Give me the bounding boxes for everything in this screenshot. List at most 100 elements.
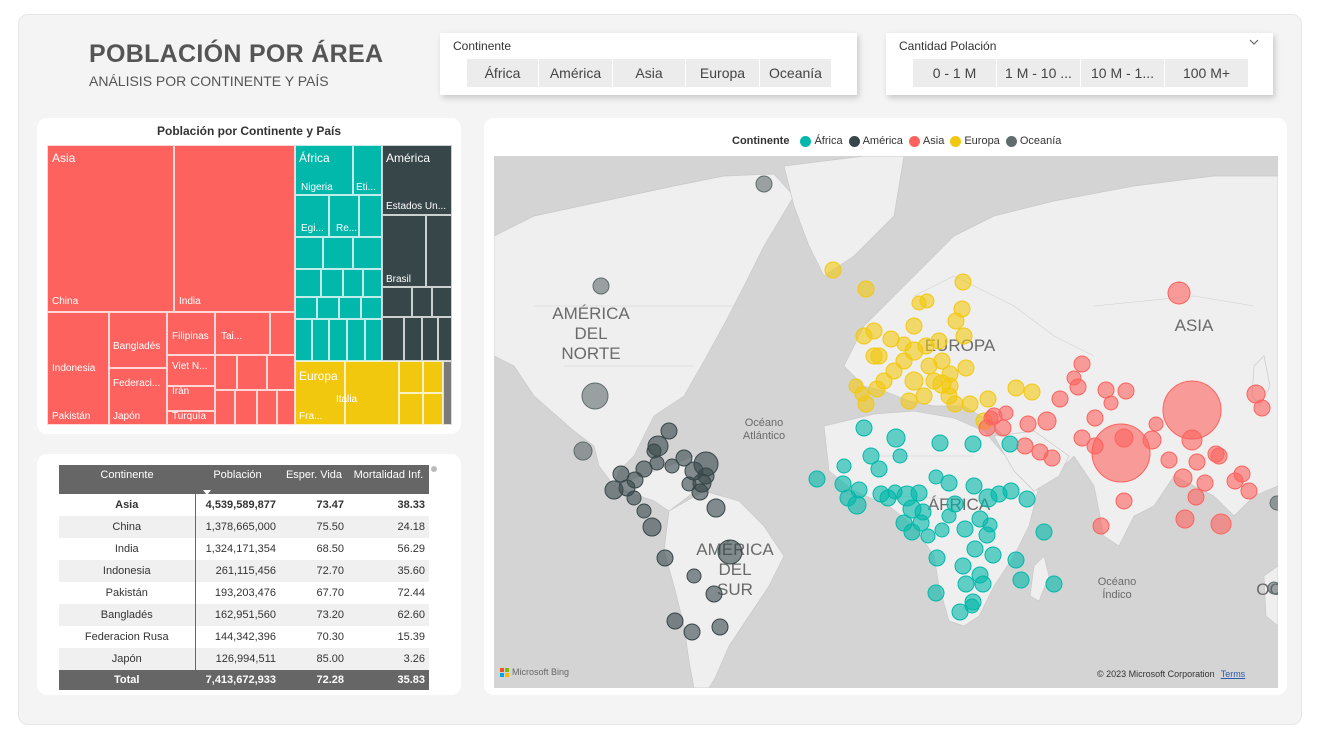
map-bubble[interactable] <box>636 503 652 519</box>
map-bubble[interactable] <box>1253 399 1271 417</box>
map-bubble[interactable] <box>940 387 958 405</box>
map-bubble[interactable] <box>635 460 653 478</box>
map-bubble[interactable] <box>1115 492 1133 510</box>
map-bubble[interactable] <box>705 585 723 603</box>
map-bubble[interactable] <box>592 277 610 295</box>
map-bubble[interactable] <box>666 612 684 630</box>
map-bubble[interactable] <box>957 359 975 377</box>
map-bubble[interactable] <box>1114 428 1134 448</box>
map-bubble[interactable] <box>1092 517 1110 535</box>
map-bubble[interactable] <box>974 575 992 593</box>
treemap-tile[interactable] <box>432 287 452 317</box>
chevron-down-icon[interactable] <box>1249 37 1259 49</box>
map-bubble[interactable] <box>954 273 972 291</box>
treemap-tile[interactable] <box>215 355 237 390</box>
map-bubble[interactable] <box>573 441 593 461</box>
map-bubble[interactable] <box>706 498 726 518</box>
treemap-tile[interactable] <box>343 269 363 297</box>
map-bubble[interactable] <box>1103 395 1119 411</box>
treemap-tile[interactable] <box>359 195 382 237</box>
map-bubble[interactable] <box>1187 488 1205 506</box>
map-bubble[interactable] <box>1175 509 1195 529</box>
treemap-tile[interactable] <box>47 145 174 312</box>
treemap-tile[interactable] <box>423 361 443 393</box>
table-row[interactable]: China 1,378,665,000 75.50 24.18 <box>59 516 429 538</box>
map-bubble[interactable] <box>905 317 923 335</box>
map-bubble[interactable] <box>855 327 873 345</box>
map-bubble[interactable] <box>862 447 880 465</box>
treemap-tile[interactable] <box>412 287 432 317</box>
map-bubble[interactable] <box>642 517 662 537</box>
treemap-tile[interactable] <box>267 355 295 390</box>
map-bubble[interactable] <box>711 618 729 636</box>
map-bubble[interactable] <box>957 575 975 593</box>
treemap-tile[interactable] <box>329 319 347 361</box>
map-bubble[interactable] <box>683 623 701 641</box>
map-bubble[interactable] <box>954 557 972 575</box>
map-bubble[interactable] <box>930 332 948 350</box>
legend-item-label[interactable]: Europa <box>964 135 1000 147</box>
map-bubble[interactable] <box>1162 380 1222 440</box>
treemap-tile[interactable] <box>438 317 452 361</box>
map-bubble[interactable] <box>979 390 997 408</box>
legend-item-label[interactable]: Oceanía <box>1019 135 1062 147</box>
treemap-tile[interactable] <box>167 386 215 411</box>
treemap-tile[interactable] <box>382 215 426 287</box>
map-bubble[interactable] <box>848 378 864 394</box>
map-bubble[interactable] <box>1086 437 1104 455</box>
map-bubble[interactable] <box>956 520 974 538</box>
map-bubble[interactable] <box>1173 468 1193 488</box>
slicer-option-oceania[interactable]: Oceanía <box>760 59 831 87</box>
map-bubble[interactable] <box>656 549 674 567</box>
map-bubble[interactable] <box>1016 437 1034 455</box>
map-bubble[interactable] <box>1148 416 1164 432</box>
table-row[interactable]: Pakistán 193,203,476 67.70 72.44 <box>59 582 429 604</box>
map-bubble[interactable] <box>1051 390 1069 408</box>
map-bubble[interactable] <box>1188 453 1206 471</box>
treemap-tile[interactable] <box>174 145 295 312</box>
treemap-tile[interactable] <box>270 312 295 355</box>
treemap-tile[interactable] <box>363 269 382 297</box>
table-row[interactable]: Federacion Rusa 144,342,396 70.30 15.39 <box>59 626 429 648</box>
treemap[interactable]: Asia China India Indonesia Bangladés Pakistán… <box>47 145 452 425</box>
map-bubble[interactable] <box>1269 495 1278 511</box>
map-bubble[interactable] <box>839 489 857 507</box>
table-row[interactable]: Indonesia 261,115,456 72.70 35.60 <box>59 560 429 582</box>
treemap-tile[interactable] <box>404 317 422 361</box>
map-bubble[interactable] <box>982 517 998 533</box>
treemap-tile[interactable] <box>339 297 361 319</box>
map-bubble[interactable] <box>1037 411 1057 431</box>
map-bubble[interactable] <box>1066 370 1082 386</box>
treemap-tile[interactable] <box>295 297 317 319</box>
map-bubble[interactable] <box>920 357 938 375</box>
table-scrollbar[interactable] <box>431 466 437 472</box>
map-bubble[interactable] <box>1117 382 1135 400</box>
map-bubble[interactable] <box>900 392 918 410</box>
table-row[interactable]: Bangladés 162,951,560 73.20 62.60 <box>59 604 429 626</box>
map-bubble[interactable] <box>1210 447 1228 465</box>
map-bubble[interactable] <box>1167 281 1191 305</box>
map-bubble[interactable] <box>965 477 983 495</box>
table-row[interactable]: Asia 4,539,589,877 73.47 38.33 <box>59 494 429 516</box>
map-bubble[interactable] <box>927 584 945 602</box>
treemap-tile[interactable] <box>295 195 329 237</box>
treemap-tile[interactable] <box>167 312 215 355</box>
map-bubble[interactable] <box>892 448 908 464</box>
slicer-option-10m-100m[interactable]: 10 M - 1... <box>1081 59 1164 87</box>
map-bubble[interactable] <box>626 471 644 489</box>
map-bubble[interactable] <box>941 508 957 524</box>
slicer-option-asia[interactable]: Asia <box>613 59 685 87</box>
map-bubble[interactable] <box>966 540 984 558</box>
treemap-tile[interactable] <box>237 355 267 390</box>
map-bubble[interactable] <box>1073 429 1091 447</box>
table-row[interactable]: Japón 126,994,511 85.00 3.26 <box>59 648 429 670</box>
map-bubble[interactable] <box>886 428 906 448</box>
treemap-tile[interactable] <box>382 317 404 361</box>
map-bubble[interactable] <box>1012 571 1030 589</box>
map-bubble[interactable] <box>686 568 702 584</box>
map-bubble[interactable] <box>717 539 743 565</box>
column-header-poblacion[interactable]: Población <box>195 465 280 495</box>
map-bubble[interactable] <box>1267 581 1278 595</box>
treemap-tile[interactable] <box>323 237 353 269</box>
map-bubble[interactable] <box>857 280 875 298</box>
